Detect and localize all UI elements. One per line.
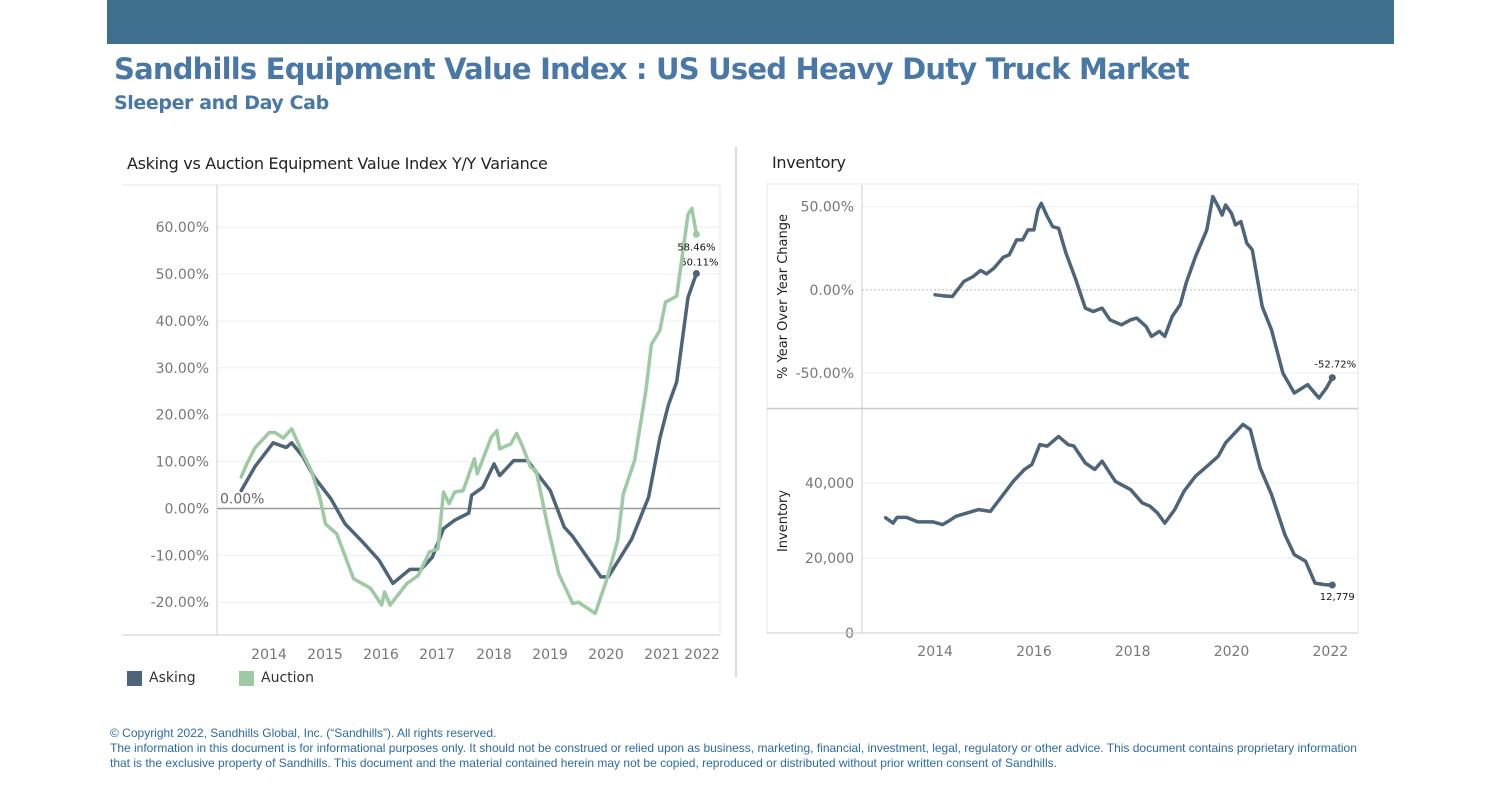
disclaimer: The information in this document is for … [110, 741, 1357, 770]
x-tick-label: 2021 [644, 647, 680, 663]
y-tick-label: 20,000 [805, 551, 854, 567]
x-tick-label: 2015 [307, 647, 343, 663]
end-point-marker [1328, 581, 1336, 589]
x-tick-label: 2018 [1115, 644, 1151, 660]
x-tick-label: 2022 [1313, 644, 1349, 660]
x-tick-label: 2019 [532, 647, 568, 663]
legend-label: Auction [261, 670, 314, 686]
y-tick-label: 50.00% [801, 200, 854, 216]
left-chart-title: Asking vs Auction Equipment Value Index … [127, 154, 548, 173]
y-tick-label: 20.00% [156, 408, 209, 424]
x-tick-label: 2018 [476, 647, 512, 663]
y-tick-label: 40,000 [805, 476, 854, 492]
y-axis-title: % Year Over Year Change [776, 214, 791, 379]
x-tick-label: 2020 [1214, 644, 1250, 660]
divider [735, 147, 737, 677]
zero-reference-label: 0.00% [220, 491, 264, 507]
end-point-marker [692, 230, 700, 238]
y-tick-label: 50.00% [156, 267, 209, 283]
x-tick-label: 2016 [363, 647, 399, 663]
x-tick-label: 2020 [588, 647, 624, 663]
page-title: Sandhills Equipment Value Index : US Use… [114, 52, 1190, 86]
legend-label: Asking [149, 670, 196, 686]
right-chart-title: Inventory [772, 153, 846, 172]
legend-swatch-asking [127, 670, 142, 686]
series-line-inventory [883, 422, 1335, 587]
copyright: © Copyright 2022, Sandhills Global, Inc.… [110, 726, 497, 740]
end-value-label: 50.11% [680, 258, 718, 269]
y-tick-label: 0.00% [810, 283, 854, 299]
end-value-label: 58.46% [677, 242, 715, 253]
y-tick-label: 0.00% [165, 501, 209, 517]
series-line-inventory [933, 194, 1335, 400]
y-tick-label: 30.00% [156, 361, 209, 377]
y-axis-title: Inventory [776, 490, 791, 552]
y-tick-label: -20.00% [151, 595, 209, 611]
series-line-asking [239, 271, 699, 586]
end-point-marker [1328, 374, 1336, 382]
legend-item-asking[interactable]: Asking [127, 670, 196, 686]
y-tick-label: 0 [845, 626, 854, 642]
end-value-label: 12,779 [1320, 592, 1355, 603]
y-tick-label: 60.00% [156, 220, 209, 236]
legend-swatch-auction [239, 670, 254, 686]
x-tick-label: 2022 [684, 647, 720, 663]
y-tick-label: 10.00% [156, 455, 209, 471]
x-tick-label: 2017 [419, 647, 455, 663]
x-tick-label: 2016 [1016, 644, 1052, 660]
y-tick-label: 40.00% [156, 314, 209, 330]
end-value-label: -52.72% [1314, 360, 1356, 371]
x-tick-label: 2014 [917, 644, 953, 660]
x-tick-label: 2014 [251, 647, 287, 663]
y-tick-label: -50.00% [796, 366, 854, 382]
y-tick-label: -10.00% [151, 548, 209, 564]
end-point-marker [692, 270, 700, 278]
footer: © Copyright 2022, Sandhills Global, Inc.… [110, 726, 1360, 771]
legend-item-auction[interactable]: Auction [239, 670, 314, 686]
page-subtitle: Sleeper and Day Cab [114, 92, 329, 114]
header-bar [107, 0, 1394, 44]
series-line-auction [239, 206, 699, 616]
